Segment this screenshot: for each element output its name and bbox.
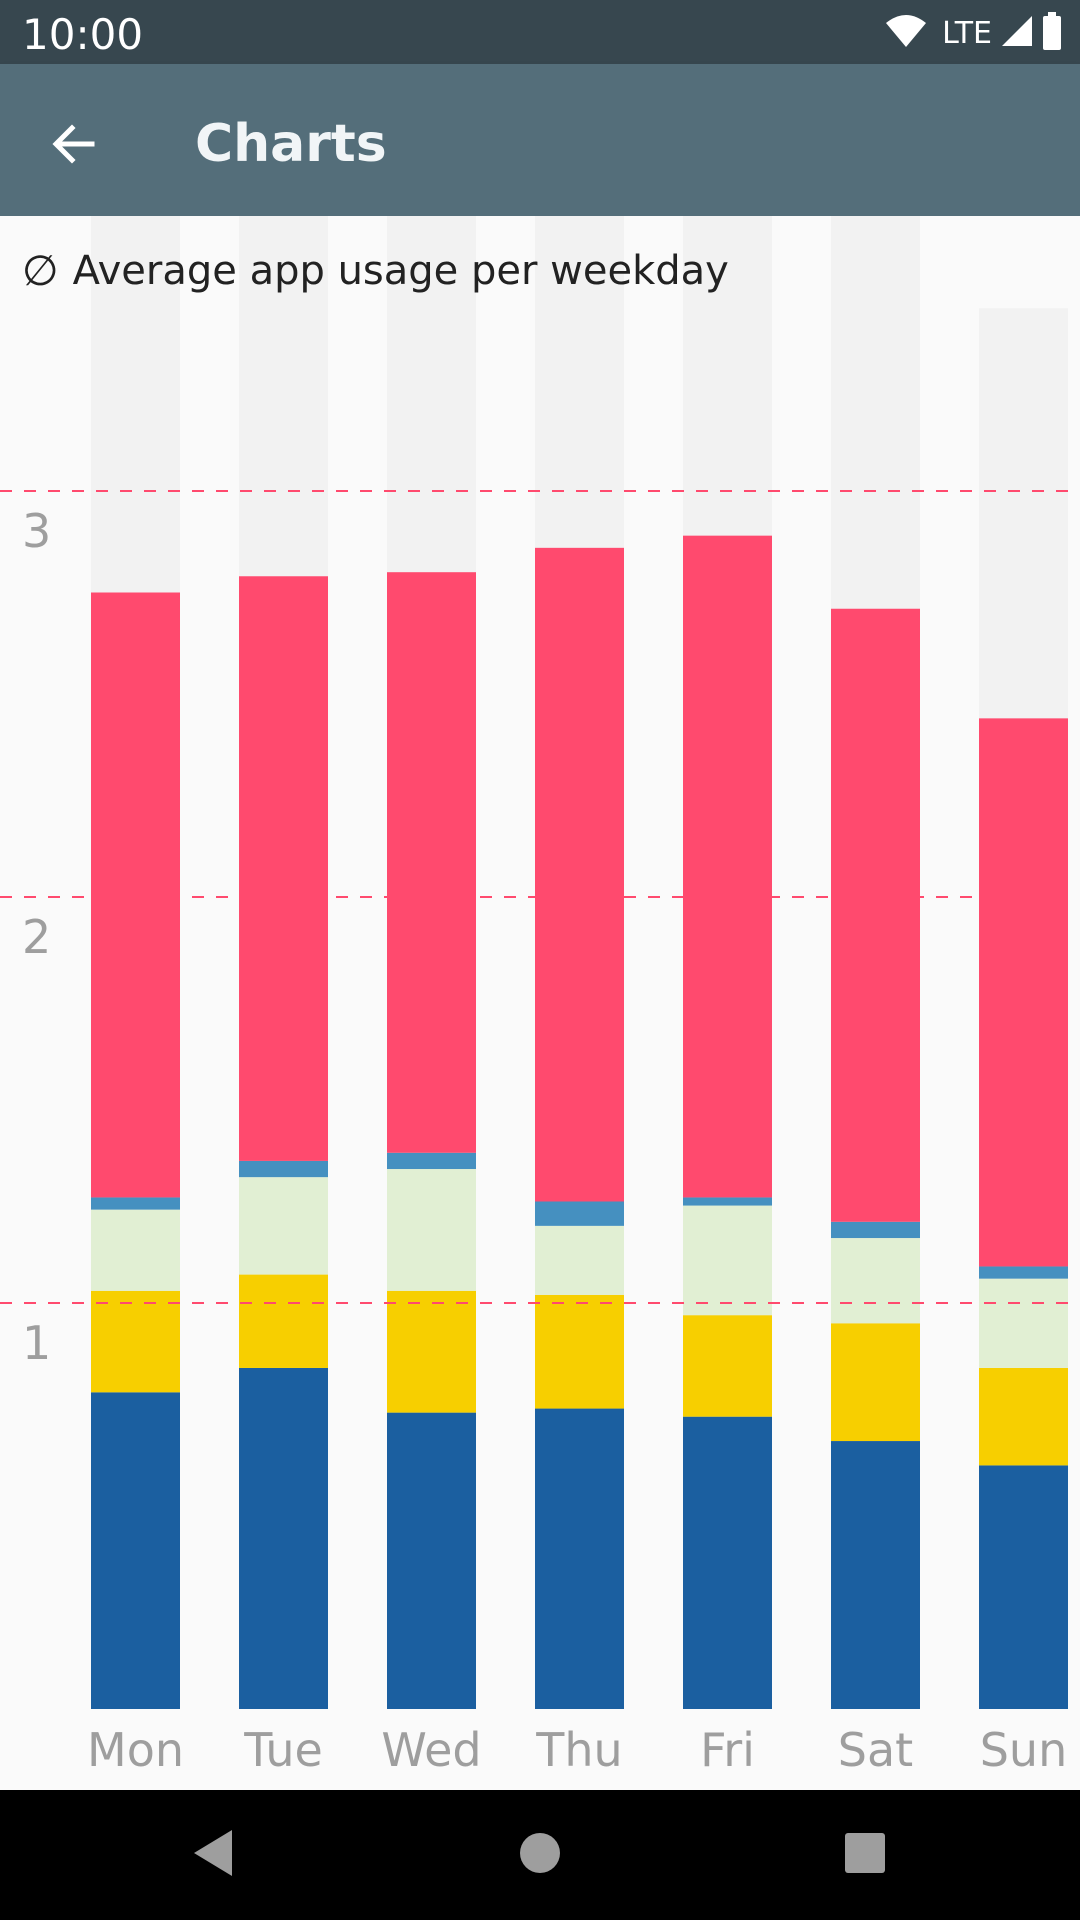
wifi-icon: [884, 13, 928, 54]
bar-segment-sat-3: [831, 1221, 920, 1239]
bar-segment-thu-0: [535, 1408, 624, 1709]
nav-back-button[interactable]: [178, 1820, 248, 1890]
bar-segment-wed-3: [387, 1152, 476, 1170]
bar-segment-thu-2: [535, 1225, 624, 1295]
arrow-back-icon: [48, 118, 100, 175]
bar-segment-mon-0: [91, 1392, 180, 1709]
bar-segment-mon-1: [91, 1290, 180, 1393]
x-tick-label-wed: Wed: [381, 1723, 481, 1777]
chart-card: Mon Tue Wed Thu Fri Sat Sun 1 2 3 ∅ Average app u…: [0, 216, 1080, 1790]
app-bar: Charts: [0, 64, 1080, 216]
bar-segment-tue-2: [239, 1177, 328, 1275]
battery-icon: [1042, 12, 1062, 55]
chart-title: Average app usage per weekday: [72, 247, 729, 294]
bar-segment-tue-1: [239, 1274, 328, 1368]
bar-segment-fri-0: [683, 1416, 772, 1709]
bar-segment-tue-4: [239, 576, 328, 1161]
nav-recents-icon: [843, 1831, 887, 1880]
bar-segment-sat-1: [831, 1323, 920, 1442]
bar-segment-mon-3: [91, 1197, 180, 1210]
y-tick-label-3: 3: [22, 504, 51, 558]
x-tick-label-fri: Fri: [700, 1723, 755, 1777]
bar-segment-sun-1: [979, 1367, 1068, 1466]
status-bar: 10:00 LTE: [0, 0, 1080, 64]
y-tick-label-2: 2: [22, 910, 51, 964]
bar-segment-sun-4: [979, 718, 1068, 1267]
bar-segment-sun-2: [979, 1278, 1068, 1368]
bar-segment-mon-2: [91, 1209, 180, 1291]
bar-segment-thu-3: [535, 1201, 624, 1226]
bar-segment-mon-4: [91, 592, 180, 1198]
bar-segment-sat-0: [831, 1441, 920, 1709]
nav-home-icon: [517, 1830, 563, 1881]
bar-segment-fri-1: [683, 1315, 772, 1417]
bar-segment-tue-3: [239, 1160, 328, 1178]
bar-segment-wed-0: [387, 1412, 476, 1709]
bar-segment-sun-0: [979, 1465, 1068, 1709]
status-time: 10:00: [22, 10, 144, 59]
bar-segment-fri-4: [683, 535, 772, 1198]
back-button[interactable]: [36, 108, 112, 184]
bar-segment-sun-3: [979, 1266, 1068, 1279]
page-title: Charts: [195, 114, 387, 174]
x-tick-label-mon: Mon: [87, 1723, 184, 1777]
bar-segment-sat-2: [831, 1238, 920, 1324]
nav-recents-button[interactable]: [830, 1820, 900, 1890]
bar-segment-sat-4: [831, 608, 920, 1222]
nav-back-icon: [190, 1828, 236, 1883]
stacked-bar-chart: Mon Tue Wed Thu Fri Sat Sun 1 2 3: [0, 216, 1080, 1777]
chart-heading: ∅ Average app usage per weekday: [22, 246, 729, 295]
bar-segment-tue-0: [239, 1367, 328, 1709]
bar-segment-wed-2: [387, 1169, 476, 1291]
x-tick-label-tue: Tue: [243, 1723, 323, 1777]
status-icons: LTE: [884, 12, 1062, 55]
cell-signal-icon: [1000, 14, 1034, 53]
x-tick-label-thu: Thu: [535, 1723, 622, 1777]
average-icon: ∅: [22, 246, 59, 295]
x-tick-label-sun: Sun: [980, 1723, 1068, 1777]
bar-segment-wed-4: [387, 572, 476, 1153]
bar-segment-fri-3: [683, 1197, 772, 1206]
navigation-bar: [0, 1790, 1080, 1920]
bar-segment-wed-1: [387, 1290, 476, 1413]
nav-home-button[interactable]: [505, 1820, 575, 1890]
bar-segment-thu-4: [535, 547, 624, 1202]
x-tick-label-sat: Sat: [838, 1723, 913, 1777]
bar-segment-thu-1: [535, 1294, 624, 1409]
bar-segment-fri-2: [683, 1205, 772, 1316]
network-type-label: LTE: [942, 16, 992, 51]
y-tick-label-1: 1: [22, 1316, 51, 1370]
